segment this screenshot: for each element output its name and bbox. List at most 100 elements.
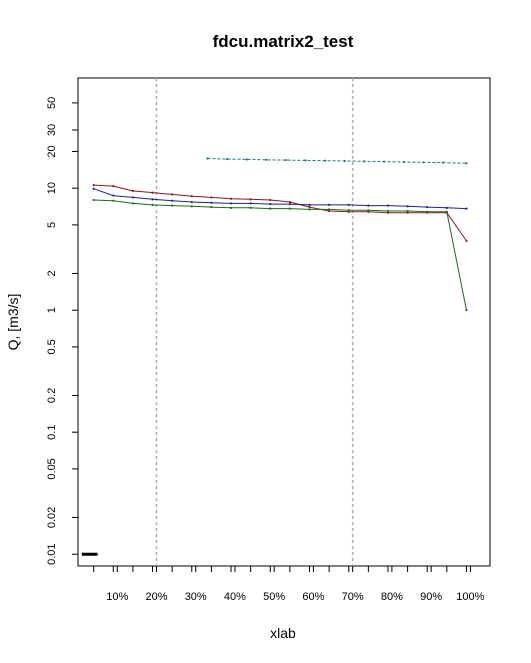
series-2-point-19 bbox=[465, 309, 468, 312]
series-2-point-11 bbox=[308, 208, 311, 211]
series-1-point-3 bbox=[151, 198, 154, 201]
series-1-point-4 bbox=[171, 199, 174, 202]
x-tick-label-0: 10% bbox=[106, 591, 128, 603]
series-3-point-0 bbox=[206, 157, 209, 160]
series-0-point-11 bbox=[308, 205, 311, 209]
y-tick-label-0: 0.01 bbox=[46, 543, 58, 564]
series-3-point-1 bbox=[226, 158, 229, 161]
series-1-point-18 bbox=[445, 206, 448, 209]
y-tick-label-11: 30 bbox=[46, 124, 58, 136]
series-1-point-9 bbox=[269, 203, 272, 206]
series-1-point-17 bbox=[426, 205, 429, 209]
x-tick-label-2: 30% bbox=[185, 591, 207, 603]
series-1-point-2 bbox=[131, 196, 135, 199]
x-tick-label-5: 60% bbox=[302, 591, 324, 603]
series-2-point-6 bbox=[210, 205, 213, 209]
series-2-point-18 bbox=[445, 210, 448, 213]
series-2-point-4 bbox=[171, 204, 174, 207]
series-2-point-2 bbox=[131, 202, 135, 205]
x-tick-label-3: 40% bbox=[224, 591, 246, 603]
series-2-point-15 bbox=[386, 209, 390, 213]
x-axis: 10% 20% 30% 40% 50% 60% 70% 80% 90% 100% bbox=[93, 566, 485, 603]
series-1-point-14 bbox=[367, 204, 370, 207]
series-line-3 bbox=[207, 158, 467, 164]
series-3-point-11 bbox=[422, 161, 425, 164]
y-axis-label: Q, [m3/s] bbox=[5, 294, 21, 351]
series-3-point-10 bbox=[402, 160, 405, 164]
series-3-point-3 bbox=[265, 158, 268, 161]
series-2-point-5 bbox=[190, 205, 193, 208]
x-tick-label-7: 80% bbox=[381, 591, 403, 603]
x-tick-label-1: 20% bbox=[145, 591, 167, 603]
series-0-point-16 bbox=[406, 211, 409, 214]
series-3-point-7 bbox=[343, 159, 346, 163]
x-tick-label-6: 70% bbox=[342, 591, 364, 603]
plot-frame bbox=[77, 77, 491, 567]
y-tick-label-9: 10 bbox=[46, 182, 58, 194]
y-tick-label-1: 0.02 bbox=[46, 507, 58, 528]
series-3-point-13 bbox=[465, 162, 468, 165]
series-1-point-11 bbox=[308, 203, 311, 206]
series-3-point-2 bbox=[245, 158, 248, 161]
x-tick-label-4: 50% bbox=[263, 591, 285, 603]
series-1-point-8 bbox=[249, 202, 252, 205]
series-3-point-6 bbox=[324, 159, 327, 162]
series-0-point-10 bbox=[288, 200, 291, 204]
series-0-point-1 bbox=[112, 184, 115, 188]
series-0-point-5 bbox=[190, 195, 193, 198]
x-axis-label: xlab bbox=[270, 625, 296, 641]
y-tick-label-4: 0.2 bbox=[46, 388, 58, 403]
series-0-point-6 bbox=[210, 196, 213, 199]
series-line-2 bbox=[93, 199, 467, 311]
series-0-point-15 bbox=[386, 211, 390, 214]
series-0-point-19 bbox=[465, 239, 468, 242]
series-3-point-9 bbox=[382, 160, 386, 163]
series-2-point-14 bbox=[367, 209, 370, 212]
series-1-point-12 bbox=[328, 203, 331, 206]
series-1-point-19 bbox=[465, 207, 468, 210]
vertical-guides bbox=[155, 78, 354, 566]
series-3-point-5 bbox=[304, 159, 307, 162]
series-2-point-17 bbox=[426, 210, 429, 213]
series-1-point-10 bbox=[288, 203, 291, 206]
y-tick-label-2: 0.05 bbox=[46, 458, 58, 479]
series-0-point-9 bbox=[269, 198, 272, 202]
y-tick-label-8: 5 bbox=[46, 222, 58, 228]
series-2-point-7 bbox=[229, 206, 233, 209]
series-2-point-8 bbox=[249, 206, 252, 209]
series-0-point-3 bbox=[151, 191, 154, 194]
series-0-point-14 bbox=[367, 210, 370, 213]
series-2-point-1 bbox=[112, 199, 115, 202]
series-line-1 bbox=[93, 188, 467, 210]
series-1-point-1 bbox=[112, 194, 115, 197]
series-2-point-0 bbox=[92, 198, 95, 202]
y-tick-label-3: 0.1 bbox=[46, 425, 58, 440]
series-0-point-4 bbox=[171, 193, 174, 196]
y-tick-label-6: 1 bbox=[46, 307, 58, 313]
series-group bbox=[81, 157, 468, 556]
series-0-point-7 bbox=[229, 197, 233, 200]
series-3-point-12 bbox=[441, 161, 445, 164]
series-2-point-12 bbox=[328, 208, 331, 211]
series-2-point-3 bbox=[151, 203, 154, 206]
series-1-point-0 bbox=[92, 187, 95, 190]
series-0-point-12 bbox=[328, 209, 331, 213]
series-3-point-8 bbox=[363, 160, 366, 163]
series-1-point-5 bbox=[190, 200, 193, 204]
x-tick-label-8: 90% bbox=[420, 591, 442, 603]
series-1-point-16 bbox=[406, 205, 409, 208]
y-tick-label-5: 0.5 bbox=[46, 339, 58, 354]
series-line-0 bbox=[93, 184, 467, 242]
series-1-point-15 bbox=[386, 204, 390, 207]
series-1-point-7 bbox=[229, 202, 233, 205]
y-axis: 0.01 0.02 0.05 0.1 0.2 0.5 1 2 5 10 20 30 50 bbox=[46, 97, 78, 565]
series-0-point-2 bbox=[131, 189, 135, 192]
x-tick-label-9: 100% bbox=[456, 591, 484, 603]
y-tick-label-10: 20 bbox=[46, 145, 58, 157]
series-1-point-6 bbox=[210, 201, 213, 204]
y-tick-label-7: 2 bbox=[46, 270, 58, 276]
series-2-point-10 bbox=[288, 207, 291, 210]
series-0-point-0 bbox=[92, 183, 95, 187]
y-tick-label-12: 50 bbox=[46, 97, 58, 109]
